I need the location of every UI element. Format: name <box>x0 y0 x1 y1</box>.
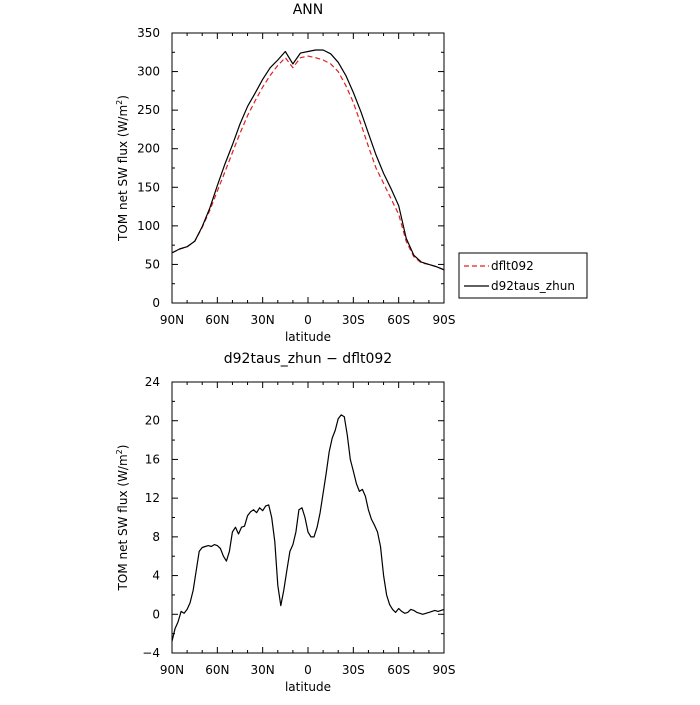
y-axis-label-close: ) <box>116 445 130 450</box>
x-tick-label: 60S <box>387 663 410 677</box>
x-tick-label: 90N <box>160 663 184 677</box>
x-tick-label: 90S <box>433 313 456 327</box>
y-tick-label: 0 <box>152 607 160 621</box>
plot-frame <box>171 32 445 304</box>
x-tick-label: 30S <box>342 313 365 327</box>
y-tick-label: 8 <box>152 530 160 544</box>
y-tick-label: 250 <box>137 103 160 117</box>
y-tick-label: 0 <box>152 296 160 310</box>
y-tick-label: 20 <box>145 414 160 428</box>
y-axis-label: TOM net SW flux (W/m2) <box>115 95 130 242</box>
x-tick-label: 30N <box>251 663 275 677</box>
series-line-d92taus-zhun-dflt092 <box>171 414 445 642</box>
x-tick-label: 0 <box>304 313 312 327</box>
y-tick-label: 12 <box>145 491 160 505</box>
y-tick-label: 200 <box>137 142 160 156</box>
x-tick-label: 30S <box>342 663 365 677</box>
x-tick-label: 90S <box>433 663 456 677</box>
x-tick-label: 60S <box>387 313 410 327</box>
chart-panel-1: 90N 60N 30N 0 30S 60S 90S 0 50 100 150 200 250 300 350… <box>115 2 588 344</box>
y-axis-label-main: TOM net SW flux (W/m <box>116 105 130 242</box>
y-tick-label: 100 <box>137 219 160 233</box>
chart-panel-2: 90N 60N 30N 0 30S 60S 90S −4 0 4 8 12 16 20 24 d92taus_… <box>115 351 455 694</box>
series-line-dflt092 <box>171 55 445 271</box>
y-tick-label: −4 <box>142 646 160 660</box>
legend: dflt092 d92taus_zhun <box>458 252 588 299</box>
x-tick-label: 60N <box>205 313 229 327</box>
x-tick-label: 60N <box>205 663 229 677</box>
legend-box <box>458 252 588 299</box>
legend-label: dflt092 <box>491 259 534 273</box>
x-axis-label: latitude <box>285 680 331 694</box>
y-tick-label: 4 <box>152 569 160 583</box>
y-axis-label-close: ) <box>116 95 130 100</box>
y-tick-label: 150 <box>137 180 160 194</box>
y-tick-label: 300 <box>137 65 160 79</box>
y-axis-label: TOM net SW flux (W/m2) <box>115 445 130 592</box>
y-tick-label: 24 <box>145 375 160 389</box>
legend-label: d92taus_zhun <box>491 279 575 293</box>
y-tick-label: 16 <box>145 452 160 466</box>
y-tick-label: 50 <box>145 257 160 271</box>
y-axis-label-main: TOM net SW flux (W/m <box>116 454 130 591</box>
y-axis-label-superscript: 2 <box>115 449 124 454</box>
x-tick-label: 90N <box>160 313 184 327</box>
x-axis-label: latitude <box>285 330 331 344</box>
y-axis-label-superscript: 2 <box>115 100 124 105</box>
x-tick-label: 30N <box>251 313 275 327</box>
chart-title: d92taus_zhun − dflt092 <box>224 351 392 367</box>
chart-title: ANN <box>293 2 324 18</box>
x-tick-label: 0 <box>304 663 312 677</box>
series-line-d92taus-zhun <box>171 49 445 271</box>
y-tick-label: 350 <box>137 26 160 40</box>
